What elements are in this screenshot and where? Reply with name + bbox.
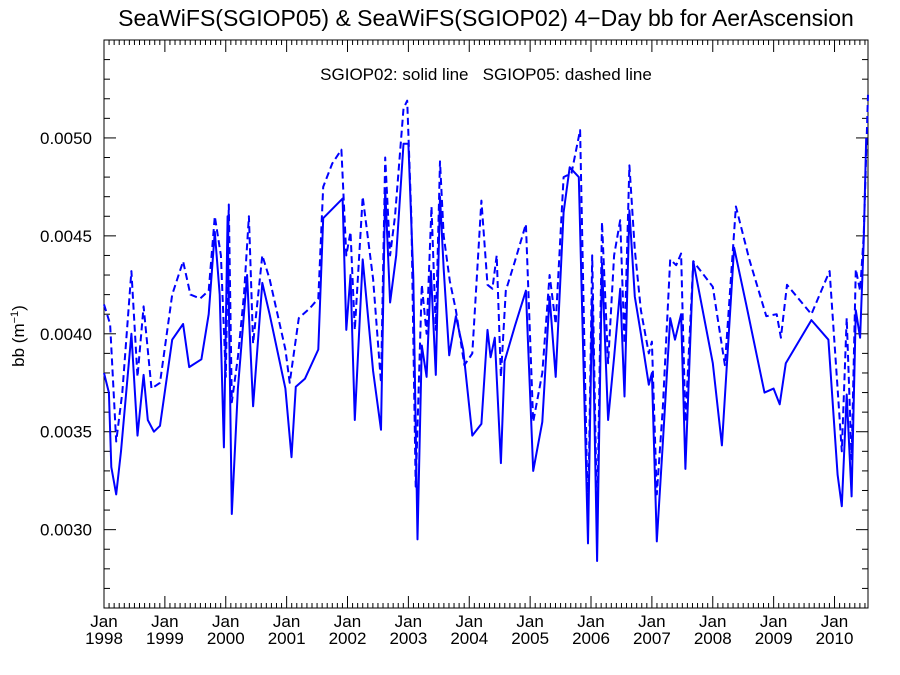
legend-annotation: SGIOP02: solid line SGIOP05: dashed line [320,65,652,84]
x-tick-year-label: 2008 [694,629,732,648]
x-tick-month-label: Jan [90,612,117,631]
y-axis-label-text: bb (m [9,323,28,366]
y-tick-label: 0.0040 [40,325,92,344]
x-tick-year-label: 2001 [268,629,306,648]
x-tick-year-label: 1998 [85,629,123,648]
x-tick-month-label: Jan [760,612,787,631]
y-axis-label: bb (m−1) [9,305,28,367]
x-tick-month-label: Jan [456,612,483,631]
x-tick-month-label: Jan [273,612,300,631]
y-tick-label: 0.0045 [40,227,92,246]
series-sgiop02-solid-line [103,137,868,562]
axis-ticks: Jan1998Jan1999Jan2000Jan2001Jan2002Jan20… [40,39,868,648]
series-sgiop05-dashed-line [103,94,869,527]
x-tick-year-label: 2006 [572,629,610,648]
x-tick-month-label: Jan [334,612,361,631]
x-tick-month-label: Jan [699,612,726,631]
x-tick-year-label: 1999 [146,629,184,648]
x-tick-year-label: 2010 [816,629,854,648]
x-tick-year-label: 2002 [329,629,367,648]
x-tick-year-label: 2003 [389,629,427,648]
x-tick-year-label: 2005 [511,629,549,648]
x-tick-month-label: Jan [516,612,543,631]
y-tick-label: 0.0035 [40,423,92,442]
y-tick-label: 0.0050 [40,129,92,148]
x-tick-year-label: 2009 [755,629,793,648]
series-layer [103,94,869,562]
x-tick-year-label: 2007 [633,629,671,648]
x-tick-month-label: Jan [395,612,422,631]
plot-frame [103,39,869,609]
y-tick-label: 0.0030 [40,521,92,540]
x-tick-year-label: 2004 [450,629,488,648]
x-tick-month-label: Jan [638,612,665,631]
chart-title: SeaWiFS(SGIOP05) & SeaWiFS(SGIOP02) 4−Da… [118,5,854,31]
y-axis-label-exponent: −1 [9,311,21,324]
x-tick-month-label: Jan [577,612,604,631]
x-tick-year-label: 2000 [207,629,245,648]
x-tick-month-label: Jan [212,612,239,631]
x-tick-month-label: Jan [821,612,848,631]
y-axis-label-close: ) [9,305,28,311]
x-tick-month-label: Jan [151,612,178,631]
